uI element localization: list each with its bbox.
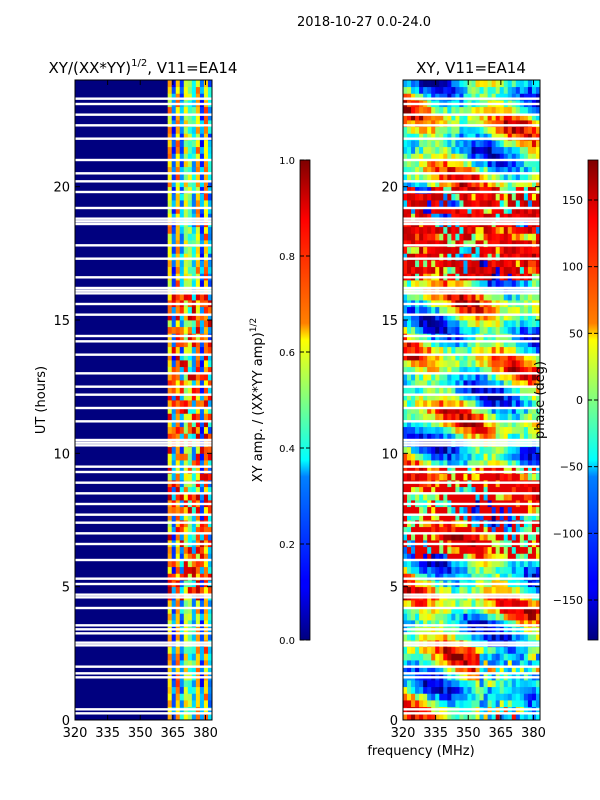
amplitude-colorbar-ticks: 0.0 0.2 0.4 0.6 0.8 1.0 xyxy=(279,156,310,647)
amplitude-x-tick-label: 335 xyxy=(95,726,120,741)
cb1-label-sup: 1/2 xyxy=(249,318,259,332)
phase-plot-frame xyxy=(402,79,541,721)
amplitude-colorbar-tick-label: 0.4 xyxy=(279,444,295,455)
amplitude-x-tick-label: 350 xyxy=(128,726,153,741)
amplitude-y-tick-label: 10 xyxy=(53,447,70,462)
amplitude-colorbar-tick-label: 1.0 xyxy=(279,156,295,167)
phase-colorbar-tick-label: −50 xyxy=(560,461,583,474)
phase-x-ticks: 320 335 350 365 380 xyxy=(391,80,546,741)
amplitude-colorbar-tick-label: 0.6 xyxy=(279,348,295,359)
amplitude-heatmap xyxy=(75,80,212,720)
phase-colorbar-tick-label: 50 xyxy=(569,327,583,340)
right-panel-title: XY, V11=EA14 xyxy=(416,59,526,77)
phase-colorbar-tick-label: 100 xyxy=(562,261,583,274)
amplitude-plot-frame xyxy=(74,79,213,721)
phase-y-ticks: 0 5 10 15 20 xyxy=(381,181,540,729)
frequency-x-label: frequency (MHz) xyxy=(367,744,474,759)
phase-colorbar-label: phase (deg) xyxy=(533,361,548,439)
phase-y-tick-label: 10 xyxy=(381,447,398,462)
amplitude-y-tick-label: 5 xyxy=(62,581,70,596)
phase-colorbar-tick-label: 0 xyxy=(576,394,583,407)
left-title-sup: 1/2 xyxy=(131,58,147,69)
phase-x-tick-label: 380 xyxy=(521,726,546,741)
phase-x-tick-label: 365 xyxy=(488,726,513,741)
phase-colorbar-tick-label: −150 xyxy=(553,594,583,607)
amplitude-x-tick-label: 365 xyxy=(160,726,185,741)
amplitude-x-tick-label: 380 xyxy=(193,726,218,741)
amplitude-y-tick-label: 0 xyxy=(62,714,70,729)
amplitude-colorbar-label: XY amp. / (XX*YY amp)1/2 xyxy=(249,318,266,482)
left-title-tail: , V11=EA14 xyxy=(147,59,237,77)
cb1-label-main: XY amp. / (XX*YY amp) xyxy=(251,332,266,482)
phase-x-tick-label: 320 xyxy=(391,726,416,741)
phase-colorbar-tick-label: −100 xyxy=(553,527,583,540)
phase-x-tick-label: 350 xyxy=(456,726,481,741)
amplitude-colorbar-tick-label: 0.2 xyxy=(279,540,295,551)
amplitude-colorbar xyxy=(299,159,311,641)
amplitude-x-tick-label: 320 xyxy=(63,726,88,741)
phase-x-tick-label: 335 xyxy=(423,726,448,741)
amplitude-y-ticks: 0 5 10 15 20 xyxy=(53,181,212,729)
phase-y-tick-label: 15 xyxy=(381,314,398,329)
amplitude-y-tick-label: 15 xyxy=(53,314,70,329)
phase-colorbar-tick-label: 150 xyxy=(562,194,583,207)
amplitude-y-tick-label: 20 xyxy=(53,181,70,196)
left-panel-title: XY/(XX*YY)1/2, V11=EA14 xyxy=(49,58,238,77)
phase-y-tick-label: 5 xyxy=(390,581,398,596)
phase-y-tick-label: 0 xyxy=(390,714,398,729)
amplitude-y-label: UT (hours) xyxy=(34,366,49,434)
amplitude-colorbar-tick-label: 0.0 xyxy=(279,636,295,647)
left-title-main: XY/(XX*YY) xyxy=(49,59,132,77)
phase-colorbar-ticks: −150 −100 −50 0 50 100 150 xyxy=(553,194,598,607)
amplitude-x-ticks: 320 335 350 365 380 xyxy=(63,80,218,741)
figure-suptitle: 2018-10-27 0.0-24.0 xyxy=(297,15,431,30)
amplitude-colorbar-tick-label: 0.8 xyxy=(279,252,295,263)
phase-heatmap xyxy=(403,80,540,720)
phase-y-tick-label: 20 xyxy=(381,181,398,196)
